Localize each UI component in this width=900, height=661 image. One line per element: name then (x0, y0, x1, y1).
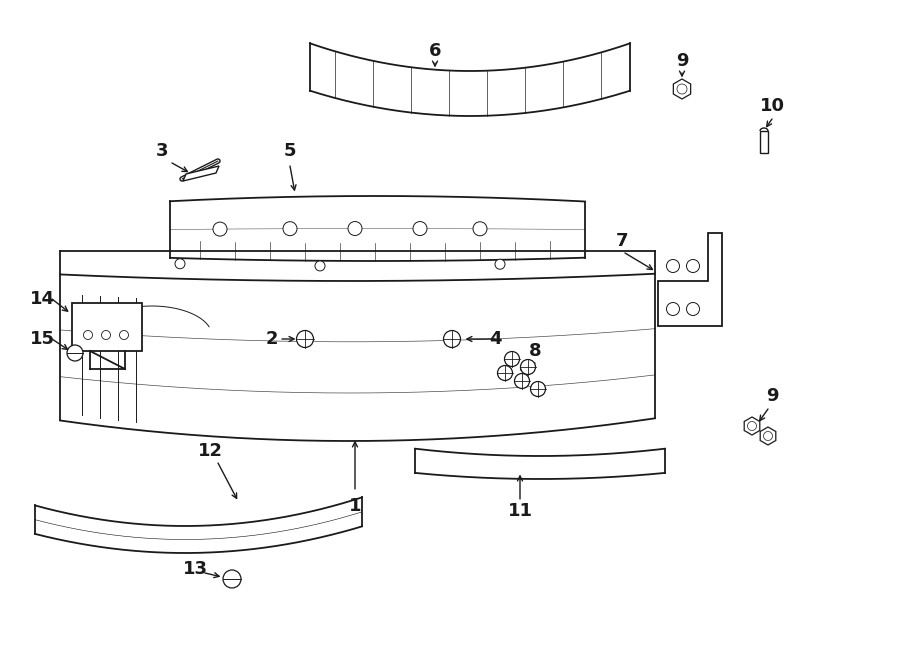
Circle shape (677, 84, 687, 94)
Circle shape (175, 258, 185, 269)
Circle shape (413, 221, 427, 235)
Circle shape (520, 360, 536, 375)
Text: 6: 6 (428, 42, 441, 60)
Text: 2: 2 (266, 330, 278, 348)
Circle shape (120, 330, 129, 340)
Circle shape (498, 366, 512, 381)
Circle shape (515, 373, 529, 389)
Circle shape (296, 330, 313, 348)
Text: 4: 4 (489, 330, 501, 348)
Polygon shape (658, 233, 722, 326)
Circle shape (530, 381, 545, 397)
Circle shape (473, 222, 487, 236)
Circle shape (67, 345, 83, 361)
Text: 13: 13 (183, 560, 208, 578)
Circle shape (102, 330, 111, 340)
Circle shape (667, 260, 680, 272)
Circle shape (667, 303, 680, 315)
Circle shape (315, 261, 325, 271)
Polygon shape (744, 417, 760, 435)
Text: 9: 9 (766, 387, 778, 405)
Circle shape (505, 352, 519, 366)
Text: 15: 15 (30, 330, 55, 348)
Circle shape (748, 422, 757, 430)
Polygon shape (760, 131, 768, 153)
Text: 5: 5 (284, 142, 296, 160)
Text: 8: 8 (528, 342, 541, 360)
Circle shape (223, 570, 241, 588)
Circle shape (348, 221, 362, 235)
Text: 10: 10 (760, 97, 785, 115)
Polygon shape (760, 427, 776, 445)
Polygon shape (72, 303, 142, 351)
Text: 11: 11 (508, 502, 533, 520)
Text: 7: 7 (616, 232, 628, 250)
Circle shape (763, 432, 772, 440)
Circle shape (283, 221, 297, 236)
Circle shape (213, 222, 227, 236)
Circle shape (495, 259, 505, 269)
Text: 14: 14 (30, 290, 55, 308)
Text: 12: 12 (197, 442, 222, 460)
Polygon shape (183, 166, 219, 181)
Circle shape (444, 330, 461, 348)
Polygon shape (673, 79, 690, 99)
Text: 1: 1 (349, 497, 361, 515)
Text: 9: 9 (676, 52, 688, 70)
Text: 3: 3 (156, 142, 168, 160)
Circle shape (84, 330, 93, 340)
Circle shape (687, 303, 699, 315)
Circle shape (687, 260, 699, 272)
